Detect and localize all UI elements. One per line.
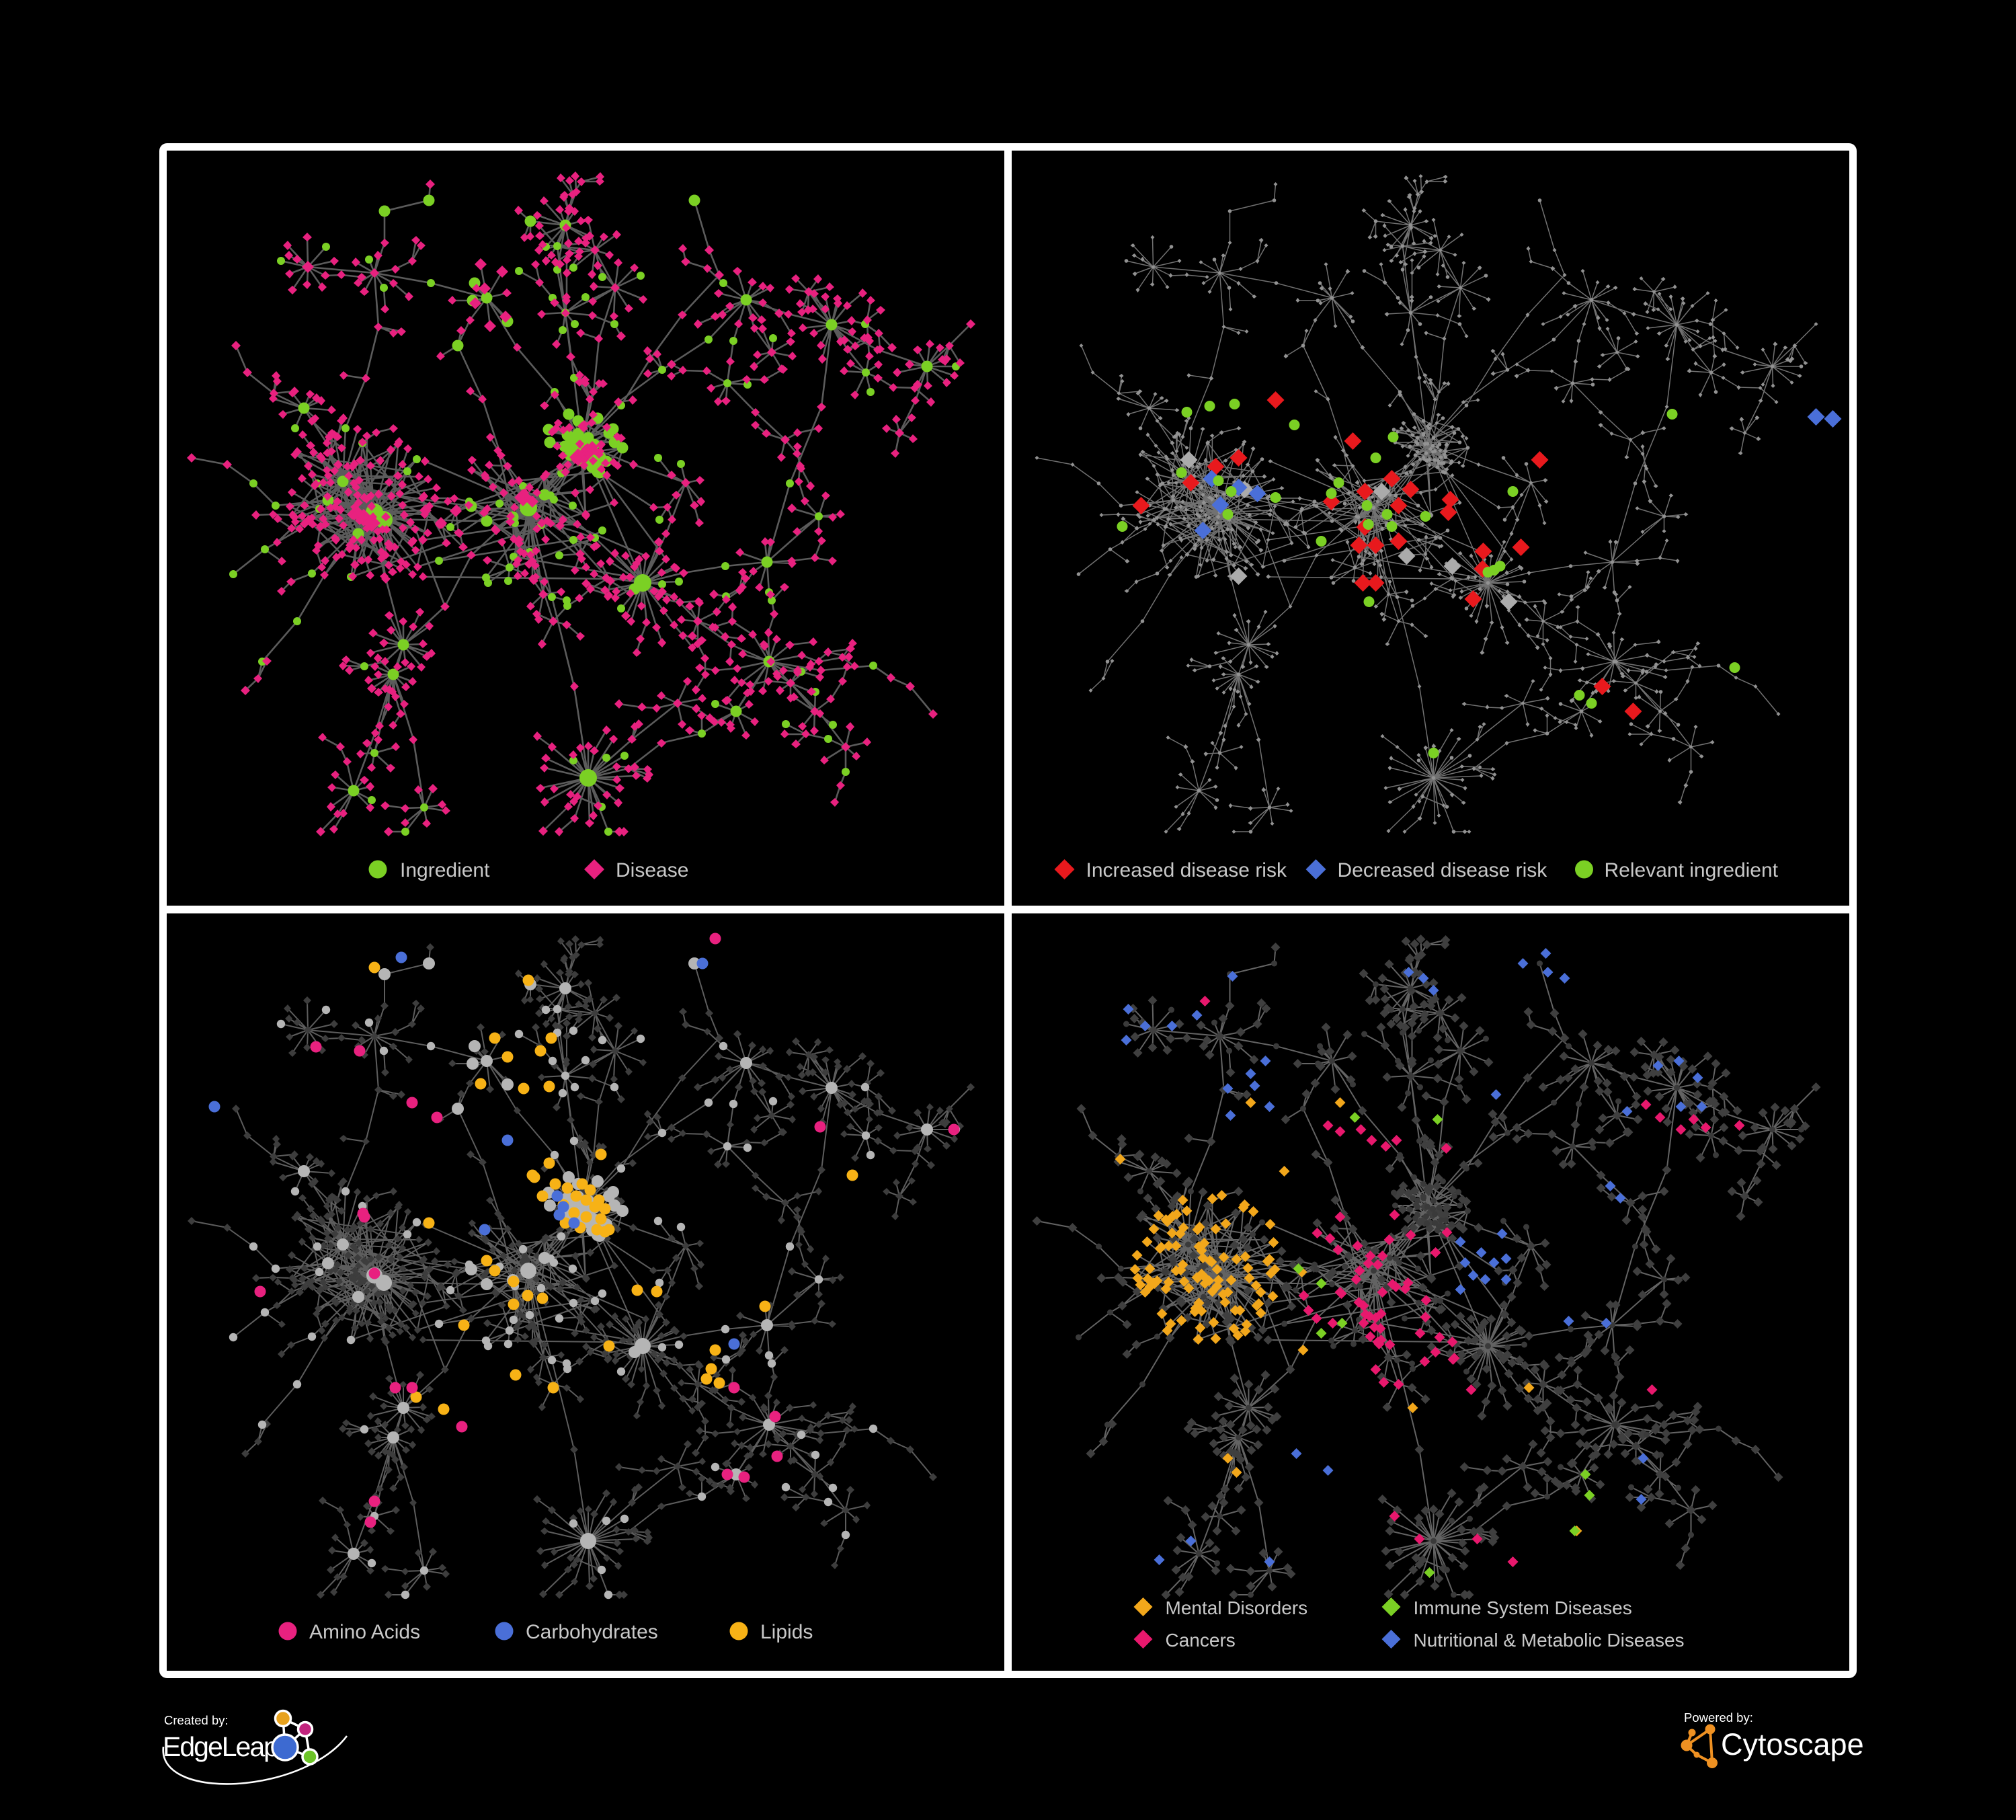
svg-text:Lipids: Lipids: [760, 1621, 813, 1643]
svg-text:Created by:: Created by:: [164, 1713, 229, 1727]
svg-text:EdgeLeap: EdgeLeap: [163, 1731, 278, 1762]
svg-text:Disease: Disease: [616, 859, 688, 881]
svg-text:Decreased disease risk: Decreased disease risk: [1338, 859, 1548, 881]
svg-text:Carbohydrates: Carbohydrates: [526, 1621, 658, 1643]
svg-text:Nutritional & Metabolic Diseas: Nutritional & Metabolic Diseases: [1414, 1630, 1685, 1651]
svg-text:Immune System Diseases: Immune System Diseases: [1414, 1597, 1632, 1618]
svg-text:Mental Disorders: Mental Disorders: [1166, 1597, 1308, 1618]
svg-text:Powered by:: Powered by:: [1684, 1710, 1753, 1725]
svg-text:Relevant ingredient: Relevant ingredient: [1605, 859, 1779, 881]
svg-text:Cytoscape: Cytoscape: [1721, 1727, 1864, 1762]
svg-text:Amino Acids: Amino Acids: [309, 1621, 420, 1643]
svg-text:Ingredient: Ingredient: [400, 859, 490, 881]
svg-text:Cancers: Cancers: [1166, 1630, 1236, 1651]
svg-text:Increased disease risk: Increased disease risk: [1086, 859, 1287, 881]
